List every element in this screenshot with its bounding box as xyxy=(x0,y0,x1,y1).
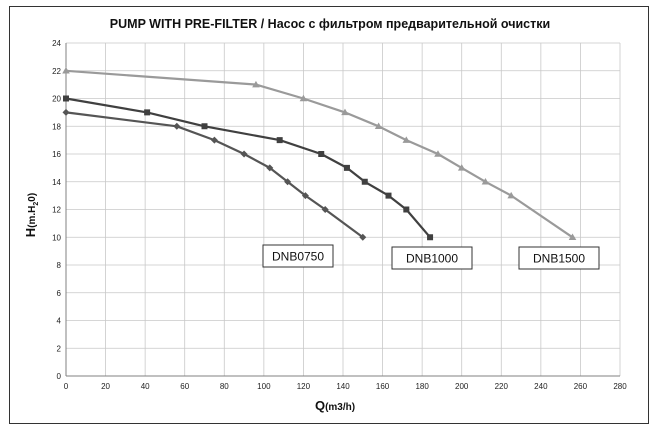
y-tick-label: 12 xyxy=(52,206,61,215)
data-point xyxy=(385,192,392,199)
data-point xyxy=(374,122,383,130)
x-tick-label: 240 xyxy=(534,382,548,391)
series-label-dnb1000: DNB1000 xyxy=(391,246,473,270)
x-tick-label: 80 xyxy=(220,382,229,391)
data-point xyxy=(341,108,349,116)
y-tick-label: 8 xyxy=(57,261,62,270)
series-label-dnb1500: DNB1500 xyxy=(518,246,600,270)
chart-title: PUMP WITH PRE-FILTER / Насос с фильтром … xyxy=(110,17,550,31)
data-point xyxy=(144,109,151,116)
series-dnb1500 xyxy=(62,66,577,241)
x-tick-label: 260 xyxy=(574,382,588,391)
data-point xyxy=(284,178,292,186)
series-label-text: DNB1500 xyxy=(533,252,585,266)
series-labels: DNB0750 DNB1000 DNB1500 xyxy=(262,244,600,270)
series-label-box xyxy=(391,246,473,270)
x-tick-label: 280 xyxy=(613,382,627,391)
data-point xyxy=(210,136,218,144)
data-point xyxy=(252,80,260,88)
y-tick-label: 0 xyxy=(57,372,62,381)
data-point xyxy=(457,164,466,171)
series-label-text: DNB1000 xyxy=(406,252,458,266)
x-axis-title: Q(m3/h) xyxy=(315,398,355,413)
data-point xyxy=(507,191,515,199)
y-axis-title: H(m.H20) xyxy=(23,193,40,237)
y-tick-label: 24 xyxy=(52,39,61,48)
x-tick-label: 40 xyxy=(141,382,150,391)
series-dnb0750 xyxy=(62,108,367,241)
y-tick-label: 16 xyxy=(52,150,61,159)
y-tick-label: 4 xyxy=(57,317,62,326)
chart-frame: PUMP WITH PRE-FILTER / Насос с фильтром … xyxy=(9,6,649,424)
series-label-dnb0750: DNB0750 xyxy=(262,244,334,268)
x-tick-label: 160 xyxy=(376,382,390,391)
series-dnb1000 xyxy=(63,95,434,241)
x-tick-label: 180 xyxy=(415,382,429,391)
y-tick-label: 20 xyxy=(52,95,61,104)
data-point xyxy=(359,233,367,241)
data-point xyxy=(568,233,577,241)
data-point xyxy=(173,122,181,130)
series-line xyxy=(65,97,431,239)
data-point xyxy=(276,137,283,144)
y-tick-label: 14 xyxy=(52,178,61,187)
y-tick-label: 6 xyxy=(57,289,62,298)
x-tick-label: 20 xyxy=(101,382,110,391)
series-line xyxy=(65,111,364,239)
x-tick-label: 100 xyxy=(257,382,271,391)
data-point xyxy=(266,164,274,172)
data-point xyxy=(62,108,70,116)
data-point xyxy=(63,95,69,102)
data-point xyxy=(299,94,308,102)
y-tick-label: 22 xyxy=(52,67,61,76)
data-point xyxy=(321,206,329,213)
y-tick-label: 2 xyxy=(57,344,62,353)
data-point xyxy=(318,151,325,157)
data-point xyxy=(481,177,490,185)
pump-curve-chart: PUMP WITH PRE-FILTER / Насос с фильтром … xyxy=(23,17,627,413)
data-point xyxy=(301,192,309,200)
y-tick-label: 18 xyxy=(52,122,61,131)
x-tick-label: 140 xyxy=(336,382,350,391)
data-point xyxy=(201,123,208,130)
data-point xyxy=(240,150,248,158)
series-label-box xyxy=(518,246,600,270)
series-label-box xyxy=(262,244,334,268)
data-point xyxy=(434,150,442,157)
data-point xyxy=(427,234,434,241)
x-tick-label: 60 xyxy=(180,382,189,391)
y-tick-label: 10 xyxy=(52,233,61,242)
x-tick-label: 220 xyxy=(495,382,509,391)
data-point xyxy=(361,178,368,185)
data-point xyxy=(403,206,410,213)
grid xyxy=(65,42,621,377)
data-point xyxy=(402,136,411,143)
series-label-text: DNB0750 xyxy=(272,250,324,264)
series xyxy=(62,66,577,241)
x-tick-label: 120 xyxy=(297,382,311,391)
x-tick-label: 200 xyxy=(455,382,469,391)
data-point xyxy=(62,66,70,74)
x-tick-label: 0 xyxy=(64,382,69,391)
data-point xyxy=(343,164,350,171)
